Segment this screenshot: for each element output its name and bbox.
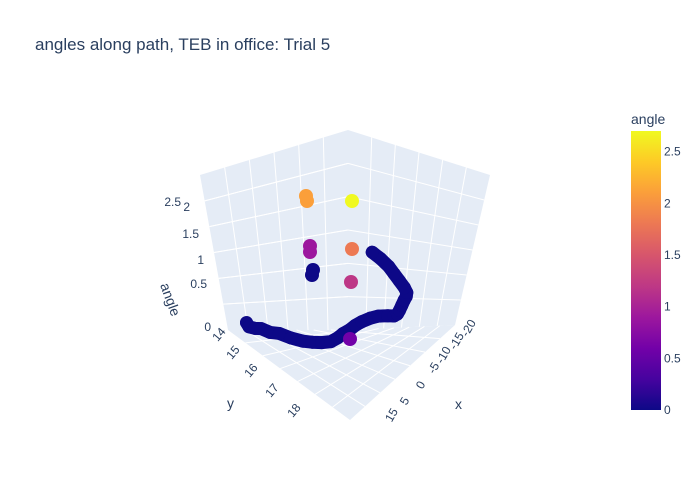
path-point <box>272 326 286 340</box>
y-tick-label: 17 <box>262 381 282 400</box>
scatter-point <box>306 263 320 277</box>
colorbar-ticks: 0 0.5 1 1.5 2 2.5 <box>664 145 681 417</box>
scatter-point <box>344 275 358 289</box>
path-point <box>284 331 298 345</box>
grid-line <box>383 144 396 329</box>
scatter-point <box>345 242 359 256</box>
y-tick-label: 15 <box>223 343 243 362</box>
path-trace[interactable] <box>240 245 414 350</box>
y-tick-label: 16 <box>241 361 261 380</box>
colorbar-tick-label: 1 <box>664 300 671 314</box>
grid-line <box>314 326 425 395</box>
z-tick-label: 2 <box>183 200 190 214</box>
colorbar-tick-label: 2 <box>664 196 671 210</box>
grid-line <box>297 326 410 382</box>
grid-line <box>248 159 269 331</box>
x-tick-label: 5 <box>397 394 413 407</box>
grid-line <box>365 137 373 330</box>
y-axis-title: y <box>227 395 234 411</box>
z-axis-title: angle <box>157 281 184 319</box>
colorbar-tick-label: 1.5 <box>664 248 681 262</box>
path-point <box>305 335 319 349</box>
z-tick-label: 2.5 <box>164 195 181 209</box>
colorbar-title: angle <box>631 111 665 127</box>
grid-line <box>332 325 441 408</box>
z-tick-label: 0.5 <box>190 277 207 291</box>
z-tick-label: 0 <box>204 320 211 334</box>
y-tick-label: 14 <box>209 325 229 344</box>
colorbar-tick-label: 0 <box>664 403 671 417</box>
colorbar-tick-label: 0.5 <box>664 351 681 365</box>
grid-line <box>273 152 289 331</box>
path-point <box>382 260 396 274</box>
grid-line <box>224 167 249 331</box>
path-point <box>371 309 385 323</box>
scatter-point <box>343 332 357 346</box>
path-point <box>365 245 379 259</box>
colorbar-tick-label: 2.5 <box>664 145 681 159</box>
scatter-point <box>345 194 359 208</box>
grid-line <box>418 159 444 327</box>
grid-line <box>244 329 366 407</box>
path-point <box>315 336 328 350</box>
scatter-points[interactable] <box>299 189 359 346</box>
grid-line <box>322 137 329 331</box>
back-wall-right <box>348 130 490 330</box>
colorbar <box>631 131 661 410</box>
grid-line <box>280 327 395 370</box>
scatter-point <box>299 189 313 203</box>
x-tick-label: 15 <box>382 405 401 424</box>
z-tick-label: 1.5 <box>182 227 199 241</box>
z-tick-label: 1 <box>197 253 204 267</box>
grid-line <box>298 144 309 331</box>
x-tick-label: 0 <box>413 378 429 391</box>
grid-line <box>436 167 467 326</box>
y-tick-label: 18 <box>284 401 304 420</box>
scatter-point <box>303 239 317 253</box>
x-axis-title: x <box>455 396 462 412</box>
chart-title: angles along path, TEB in office: Trial … <box>35 35 331 54</box>
